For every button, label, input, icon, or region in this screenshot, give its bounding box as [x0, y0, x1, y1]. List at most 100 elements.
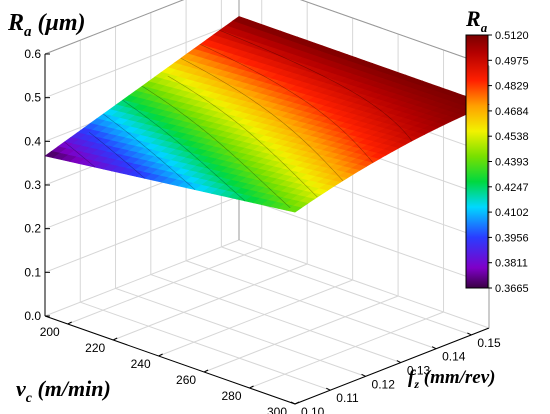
gridline — [249, 311, 444, 389]
contour-line — [185, 115, 189, 118]
contour-line — [382, 111, 386, 115]
contour-line — [262, 143, 267, 148]
contour-line — [257, 139, 263, 145]
contour-line — [299, 179, 305, 184]
colorbar-tick-label: 0.5120 — [495, 30, 529, 42]
contour-line — [313, 192, 318, 198]
y-tick-mark — [431, 346, 437, 350]
contour-line — [271, 190, 277, 196]
contour-line — [207, 47, 215, 52]
contour-line — [298, 135, 303, 140]
contour-line — [343, 86, 351, 91]
contour-line — [185, 181, 191, 186]
colorbar-tick-label: 0.4393 — [495, 157, 529, 169]
gridline — [203, 295, 399, 373]
contour-line — [200, 68, 208, 73]
colorbar-tick-label: 0.3665 — [495, 283, 529, 295]
colorbar-ticks: 0.5120 0.4975 0.4829 0.4684 0.4538 0.4393 0.42… — [488, 30, 529, 295]
contour-line — [302, 139, 304, 141]
contour-line — [235, 36, 243, 41]
contour-line — [214, 50, 222, 55]
contour-line — [232, 87, 240, 92]
response-surface — [44, 16, 490, 213]
contour-line — [145, 146, 148, 150]
contour-line — [261, 180, 263, 182]
contour-line — [275, 194, 279, 197]
contour-line — [303, 99, 307, 103]
contour-line — [330, 166, 333, 170]
surface-cell — [285, 205, 303, 213]
gridline — [80, 301, 331, 391]
y-tick-label: 0.10 — [301, 405, 325, 414]
contour-line — [212, 104, 216, 108]
contour-line — [311, 105, 318, 110]
contour-line — [286, 88, 289, 91]
contour-line — [218, 142, 225, 148]
contour-line — [347, 135, 353, 140]
contour-line — [157, 157, 161, 161]
contour-line — [171, 136, 177, 142]
contour-line — [207, 72, 215, 77]
contour-line — [285, 165, 291, 171]
contour-line — [135, 170, 141, 175]
contour-line — [158, 96, 161, 99]
contour-line — [267, 110, 273, 115]
contour-line — [281, 161, 284, 164]
y-tick-mark — [290, 401, 296, 405]
contour-line — [119, 157, 126, 162]
contour-line — [243, 164, 246, 166]
contour-line — [392, 119, 396, 123]
contour-line — [209, 168, 212, 172]
contour-line — [328, 118, 334, 123]
contour-line — [218, 176, 222, 180]
y-tick-mark — [467, 332, 472, 336]
contour-line — [250, 98, 257, 104]
contour-line — [89, 162, 96, 168]
colorbar-tick-label: 0.3956 — [495, 232, 529, 244]
contour-line — [360, 148, 366, 154]
contour-line — [79, 154, 86, 159]
contour-line — [220, 79, 227, 84]
x-tick-mark — [294, 401, 300, 405]
contour-line — [176, 140, 182, 146]
gridline — [44, 239, 240, 317]
contour-line — [189, 185, 196, 190]
contour-line — [362, 97, 370, 103]
contour-line — [256, 71, 264, 76]
contour-line — [280, 55, 287, 60]
contour-line — [242, 64, 250, 69]
x-tick-mark — [112, 337, 118, 341]
contour-line — [310, 147, 313, 150]
colorbar-tick-label: 0.4975 — [495, 55, 529, 67]
contour-line — [208, 134, 215, 139]
contour-line — [293, 131, 299, 137]
contour-line — [333, 122, 339, 127]
contour-line — [236, 157, 239, 161]
contour-line — [172, 106, 178, 110]
contour-line — [332, 169, 335, 172]
y-tick-label: 0.12 — [372, 377, 396, 391]
colorbar-tick-label: 0.4829 — [495, 81, 529, 93]
contour-line — [294, 93, 301, 99]
contour-line — [346, 134, 348, 136]
gridline — [44, 21, 240, 99]
contour-line — [166, 165, 171, 169]
frame-edge — [44, 0, 185, 55]
contour-line — [225, 183, 228, 186]
contour-line — [221, 54, 229, 59]
contour-line — [395, 122, 401, 128]
z-axis-title: Ra (μm) — [7, 10, 86, 40]
contour-line — [166, 132, 172, 137]
contour-line — [200, 44, 208, 48]
contour-line — [213, 76, 221, 81]
z-tick-label: 0.4 — [24, 134, 41, 148]
y-tick-label: 0.15 — [477, 336, 501, 350]
contour-line — [274, 155, 277, 158]
contour-line — [257, 177, 262, 182]
contour-line — [190, 152, 192, 154]
x-tick-mark — [249, 385, 254, 389]
contour-line — [140, 142, 146, 148]
contour-line — [309, 69, 317, 74]
contour-line — [206, 166, 210, 170]
x-tick-label: 300 — [267, 405, 287, 414]
